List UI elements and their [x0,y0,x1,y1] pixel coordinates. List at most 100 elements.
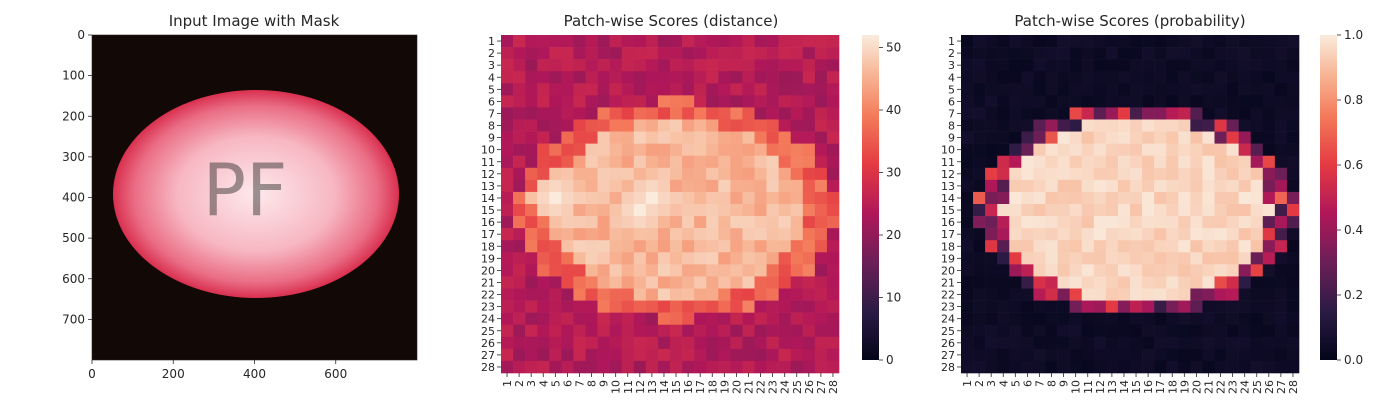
y-tick-label: 19 [481,252,495,265]
heatmap-cell [670,191,683,205]
heatmap-cell [1154,264,1167,277]
heatmap-cell [1262,312,1276,326]
heatmap-cell [790,288,804,301]
heatmap-cell [1117,119,1131,132]
heatmap-cell [1130,143,1143,157]
heatmap-cell [682,348,695,362]
heatmap-cell [997,252,1010,265]
heatmap-cell [826,71,840,84]
heatmap-cell [1021,119,1034,132]
heatmap-cell [1214,191,1227,205]
heatmap-cell [754,167,767,181]
heatmap-cell [597,35,610,48]
heatmap-cell [766,216,779,229]
heatmap-cell [682,95,695,108]
heatmap-cell [1045,336,1058,350]
heatmap-cell [778,143,792,157]
heatmap-cell [657,119,671,132]
heatmap-cell [670,228,683,241]
heatmap-cell [1190,252,1203,265]
heatmap-cell [961,240,974,253]
heatmap-cell [1226,252,1239,265]
heatmap-cell [754,47,767,60]
heatmap-cell [670,179,683,193]
heatmap-cell [1105,228,1119,241]
heatmap-cell [730,107,743,120]
heatmap-cell [802,312,816,326]
heatmap-cell [1274,155,1288,169]
heatmap-cell [525,336,538,350]
heatmap-cell [1069,119,1083,132]
heatmap-cell [645,155,659,169]
heatmap-cell [1286,107,1300,120]
heatmap-cell [766,59,779,72]
heatmap-cell [682,59,695,72]
heatmap-cell [1069,216,1083,229]
heatmap-cell [790,276,804,289]
heatmap-cell [1166,35,1179,48]
heatmap-cell [694,276,707,289]
heatmap-cell [814,107,828,120]
heatmap-cell [778,179,792,193]
x-tick-label: 4 [997,380,1010,387]
heatmap-cell [1009,240,1022,253]
heatmap-cell [501,336,514,350]
heatmap-cell [1045,216,1058,229]
heatmap-cell [718,252,731,265]
x-tick-label: 6 [561,380,574,387]
heatmap-cell [1021,131,1034,144]
x-tick-label: 24 [1239,380,1252,394]
x-tick-label: 20 [1190,380,1203,394]
heatmap-cell [1202,95,1215,108]
heatmap-cell [1214,264,1227,277]
heatmap-cell [1009,119,1022,132]
heatmap-cell [694,167,707,181]
x-tick-label: 10 [1070,380,1083,394]
heatmap-cell [597,312,610,326]
heatmap-cell [961,131,974,144]
heatmap-cell [814,35,828,48]
heatmap-cell [1250,95,1264,108]
distance-heatmap-axes: 1122334455667788991010111112121313141415… [481,35,840,394]
heatmap-cell [1178,216,1191,229]
heatmap-cell [1190,131,1203,144]
heatmap-cell [1214,288,1227,301]
heatmap-cell [561,191,574,205]
heatmap-cell [1262,276,1276,289]
heatmap-cell [985,264,998,277]
heatmap-cell [1069,264,1083,277]
heatmap-cell [525,47,538,60]
heatmap-cell [778,95,792,108]
heatmap-cell [1274,336,1288,350]
heatmap-cell [1202,47,1215,60]
heatmap-cell [1057,59,1070,72]
probability-colorbar [1320,35,1337,360]
heatmap-cell [1178,179,1191,193]
heatmap-cell [826,83,840,96]
heatmap-cell [973,276,986,289]
heatmap-cell [730,264,743,277]
heatmap-cell [1105,336,1119,350]
heatmap-cell [670,71,683,84]
heatmap-cell [633,119,647,132]
heatmap-cell [1262,59,1276,72]
heatmap-cell [670,300,683,313]
heatmap-cell [973,167,986,181]
heatmap-cell [1250,348,1264,362]
heatmap-cell [501,71,514,84]
heatmap-cell [1033,83,1046,96]
heatmap-cell [1093,324,1107,338]
heatmap-cell [1033,216,1046,229]
heatmap-cell [694,360,707,374]
heatmap-cell [1117,312,1131,326]
heatmap-cell [609,300,623,313]
panel-distance-heatmap: Patch-wise Scores (distance) 11223344556… [481,12,901,394]
heatmap-cell [1117,131,1131,144]
y-tick-label: 2 [488,47,495,60]
heatmap-cell [1202,71,1215,84]
heatmap-cell [1142,35,1155,48]
heatmap-cell [682,336,695,350]
heatmap-cell [1093,336,1107,350]
heatmap-cell [645,71,659,84]
heatmap-cell [1105,179,1119,193]
